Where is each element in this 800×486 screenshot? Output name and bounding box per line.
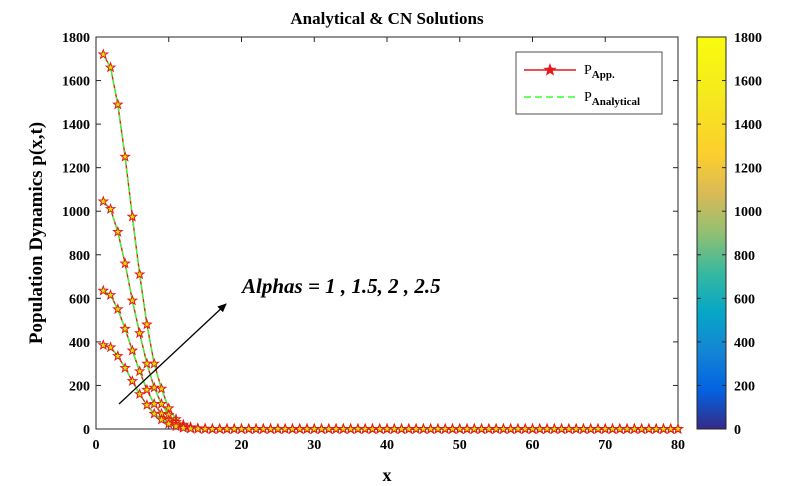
series-point <box>104 341 117 353</box>
x-axis: 0 10 20 30 40 50 60 70 80 <box>93 37 685 453</box>
series-point <box>126 210 139 222</box>
series-point <box>155 382 168 394</box>
series-point <box>126 375 139 386</box>
legend: PApp. PAnalytical <box>515 51 663 115</box>
series-point <box>119 361 131 373</box>
series-point <box>97 284 110 296</box>
series-point <box>112 225 124 237</box>
legend-label-app-base: P <box>584 63 592 78</box>
colorbar-tick-label: 1400 <box>734 118 762 133</box>
y-tick-label: 1000 <box>62 205 90 220</box>
series-point <box>141 357 153 369</box>
series-layer <box>97 48 684 434</box>
series-point <box>141 318 153 330</box>
legend-star-marker <box>543 63 557 76</box>
series-point <box>133 327 146 339</box>
series-point <box>112 349 124 361</box>
series-point <box>104 61 117 73</box>
colorbar-tick-label: 800 <box>734 249 755 264</box>
x-axis-label: x <box>383 465 392 485</box>
colorbar-tick-label: 1800 <box>734 31 762 46</box>
series-point <box>104 202 117 214</box>
x-tick-label: 60 <box>526 438 540 453</box>
legend-entry-analytical: PAnalytical <box>524 90 640 108</box>
y-axis: 0 200 400 600 800 1000 1200 1400 1600 1800 <box>62 31 678 438</box>
series-point <box>126 294 139 306</box>
series-point <box>112 98 124 110</box>
y-tick-label: 200 <box>69 379 90 394</box>
series-point <box>148 407 160 419</box>
annotation-text: Alphas = 1 , 1.5, 2 , 2.5 <box>240 274 441 298</box>
colorbar-tick-label: 0 <box>734 423 741 438</box>
svg-text:PApp.: PApp. <box>584 63 615 81</box>
x-tick-label: 30 <box>307 438 321 453</box>
series-point <box>133 365 146 377</box>
legend-label-analytical-sub: Analytical <box>592 96 640 108</box>
series-point <box>119 322 131 334</box>
colorbar-tick-label: 1000 <box>734 205 762 220</box>
series-point <box>162 417 175 429</box>
colorbar-tick-label: 400 <box>734 336 755 351</box>
series-point <box>141 398 153 410</box>
series-point <box>104 289 117 300</box>
y-tick-label: 600 <box>69 292 90 307</box>
x-tick-label: 10 <box>162 438 176 453</box>
legend-entry-app: PApp. <box>524 63 615 81</box>
colorbar <box>696 36 727 430</box>
y-tick-label: 1400 <box>62 118 90 133</box>
series-point <box>155 413 168 425</box>
x-tick-label: 0 <box>93 438 100 453</box>
y-tick-label: 800 <box>69 249 90 264</box>
series-point <box>148 381 160 393</box>
colorbar-ticks: 0 200 400 600 800 1000 1200 1400 1600 1800 <box>697 31 762 438</box>
series-point <box>119 257 131 269</box>
annotation-arrow <box>118 303 227 405</box>
y-tick-label: 1200 <box>62 162 90 177</box>
series-point <box>112 303 124 315</box>
series-point <box>133 268 146 280</box>
series-point <box>97 339 110 351</box>
legend-label-app-sub: App. <box>592 69 615 81</box>
y-tick-label: 0 <box>83 423 90 438</box>
colorbar-tick-label: 600 <box>734 292 755 307</box>
colorbar-tick-label: 1600 <box>734 75 762 90</box>
x-tick-label: 20 <box>235 438 249 453</box>
series-point <box>97 48 110 60</box>
y-tick-label: 400 <box>69 336 90 351</box>
series-point <box>97 195 110 207</box>
y-tick-label: 1600 <box>62 75 90 90</box>
x-tick-label: 80 <box>671 438 685 453</box>
series-point <box>170 420 182 432</box>
colorbar-tick-label: 200 <box>734 379 755 394</box>
series-point <box>141 383 153 395</box>
series-point <box>126 344 139 356</box>
series-point <box>177 421 190 433</box>
series-point <box>672 422 684 434</box>
svg-text:PAnalytical: PAnalytical <box>584 90 640 108</box>
series-point <box>133 388 146 400</box>
legend-label-analytical-base: P <box>584 90 592 105</box>
y-axis-label: Population Dynamics p(x,t) <box>26 122 47 344</box>
y-tick-label: 1800 <box>62 31 90 46</box>
x-tick-label: 40 <box>380 438 394 453</box>
series-point <box>148 397 160 409</box>
chart-title: Analytical & CN Solutions <box>290 9 484 28</box>
colorbar-tick-label: 1200 <box>734 162 762 177</box>
x-tick-label: 50 <box>453 438 467 453</box>
x-tick-label: 70 <box>598 438 612 453</box>
series-point <box>119 150 131 162</box>
